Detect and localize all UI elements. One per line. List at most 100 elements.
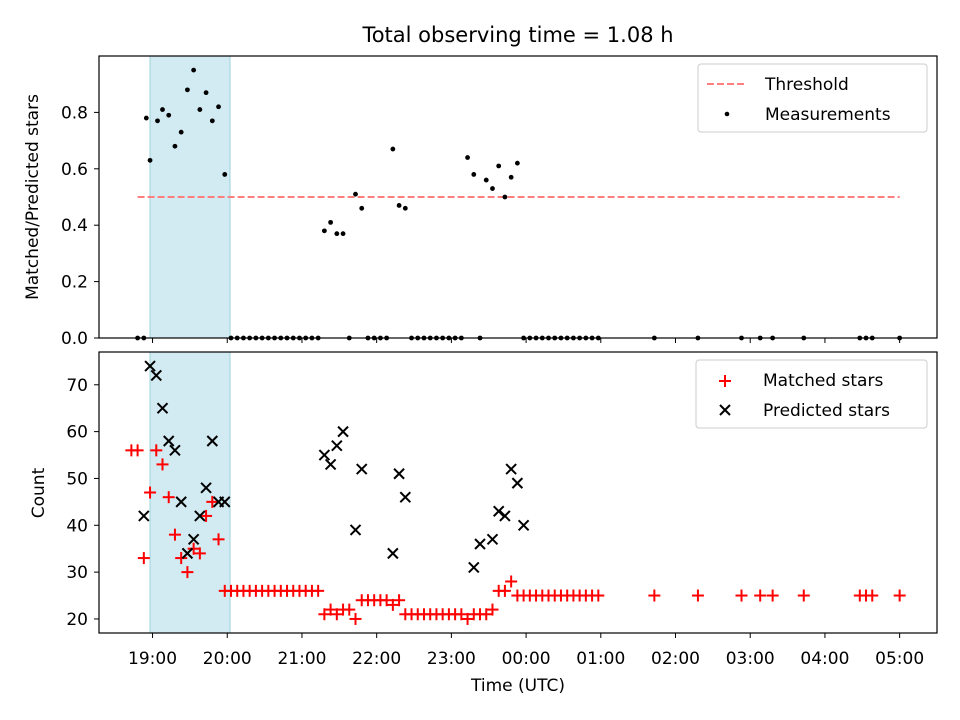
- count-x-tick-label: 02:00: [651, 649, 700, 669]
- matched-star-point: [893, 589, 906, 602]
- matched-star-point: [455, 608, 468, 621]
- predicted-star-point: [219, 496, 231, 508]
- matched-star-point: [137, 552, 150, 565]
- predicted-star-point: [468, 561, 480, 574]
- ratio-y-tick-label: 0.8: [61, 103, 88, 123]
- measurement-point: [209, 118, 215, 124]
- predicted-star-point-b: [163, 435, 175, 447]
- predicted-star-point-b: [399, 491, 412, 503]
- matched-star-point: [168, 528, 181, 541]
- predicted-star-point-b: [337, 425, 349, 438]
- measurement-point: [147, 157, 153, 163]
- predicted-star-point: [511, 477, 524, 489]
- matched-star-point: [461, 612, 474, 625]
- measurement-point: [465, 155, 470, 160]
- count-x-tick-label: 01:00: [576, 649, 625, 669]
- legend-threshold-label: Threshold: [764, 75, 849, 95]
- matched-star-point: [735, 589, 748, 602]
- predicted-star-point-b: [206, 435, 219, 447]
- legend-predicted-label: Predicted stars: [763, 401, 890, 421]
- predicted-star-point: [393, 468, 405, 480]
- predicted-star-point-b: [468, 561, 480, 574]
- ratio-y-tick-label: 0.4: [61, 216, 88, 236]
- measurement-point: [502, 194, 508, 200]
- predicted-star-point: [318, 449, 331, 461]
- count-x-tick-label: 19:00: [128, 649, 177, 669]
- measurement-point: [483, 177, 489, 183]
- matched-star-point: [175, 552, 188, 565]
- matched-star-point: [505, 575, 518, 588]
- predicted-star-point: [337, 425, 349, 438]
- measurement-point: [143, 115, 149, 121]
- matched-star-point: [754, 589, 767, 602]
- matched-star-point: [312, 584, 325, 597]
- ratio-axes-frame: [98, 55, 938, 339]
- predicted-star-point: [150, 369, 162, 382]
- matched-star-point: [380, 594, 393, 607]
- count-y-tick-label: 30: [66, 563, 88, 583]
- measurement-point: [155, 118, 160, 124]
- predicted-star-point-b: [511, 477, 524, 489]
- predicted-star-point: [517, 519, 530, 531]
- predicted-star-point: [138, 510, 150, 522]
- measurement-point: [402, 205, 408, 211]
- matched-star-point: [193, 547, 206, 560]
- matched-star-point: [691, 589, 704, 602]
- measurement-point: [178, 129, 184, 135]
- measurement-point: [396, 203, 402, 208]
- measurement-point: [185, 87, 190, 93]
- predicted-star-point-b: [486, 533, 499, 546]
- measurement-point: [471, 172, 477, 177]
- predicted-star-point-b: [349, 524, 362, 536]
- matched-star-point: [343, 603, 356, 616]
- predicted-star-point-b: [150, 369, 162, 382]
- matched-star-point: [131, 444, 144, 457]
- predicted-star-point-b: [505, 463, 517, 475]
- legend-matched-label: Matched stars: [763, 371, 883, 391]
- ratio-y-axis-label: Matched/Predicted stars: [23, 94, 43, 300]
- predicted-star-point-b: [219, 496, 231, 508]
- measurement-point: [191, 67, 197, 73]
- predicted-star-point: [499, 510, 511, 522]
- predicted-star-point-b: [169, 444, 181, 457]
- predicted-star-point: [175, 496, 187, 508]
- predicted-star-point: [156, 402, 169, 414]
- ratio-y-tick-label: 0.0: [61, 329, 88, 349]
- predicted-star-point: [206, 435, 219, 447]
- matched-star-point: [144, 486, 157, 499]
- predicted-star-point-b: [181, 547, 194, 560]
- count-y-tick-label: 50: [66, 469, 88, 489]
- count-x-tick-label: 03:00: [726, 649, 775, 669]
- count-x-tick-label: 00:00: [502, 649, 551, 669]
- measurement-point: [514, 160, 520, 166]
- predicted-star-point: [492, 505, 505, 517]
- count-y-tick-label: 20: [66, 610, 88, 630]
- predicted-star-point-b: [194, 510, 206, 522]
- measurement-point: [390, 146, 396, 152]
- predicted-star-point-b: [324, 458, 337, 471]
- matched-star-point: [330, 608, 343, 621]
- count-y-tick-label: 40: [66, 516, 88, 536]
- ratio-legend: Threshold Measurements: [697, 63, 928, 133]
- count-x-tick-label: 23:00: [427, 649, 476, 669]
- ratio-y-tick-label: 0.6: [61, 160, 88, 180]
- matched-star-point: [318, 608, 331, 621]
- measurement-point: [172, 143, 178, 149]
- predicted-star-point: [169, 444, 181, 457]
- ratio-y-ticks: 0.0 0.2 0.4 0.6 0.8: [61, 103, 99, 349]
- predicted-star-point-b: [200, 482, 212, 494]
- matched-star-point: [206, 495, 219, 508]
- count-x-ticks: 19:00 20:00 21:00 22:00 23:00 00:00 01:00 02:00…: [128, 633, 924, 669]
- matched-star-point: [156, 458, 169, 471]
- count-x-tick-label: 20:00: [203, 649, 252, 669]
- measurement-point: [508, 174, 514, 180]
- measurement-point: [222, 172, 228, 177]
- measurement-point: [197, 107, 203, 112]
- predicted-star-point: [474, 538, 486, 550]
- measurement-point: [359, 205, 365, 211]
- count-axes-frame: [98, 351, 938, 634]
- predicted-star-point-b: [318, 449, 331, 461]
- matched-star-point: [648, 589, 661, 602]
- predicted-star-point: [163, 435, 175, 447]
